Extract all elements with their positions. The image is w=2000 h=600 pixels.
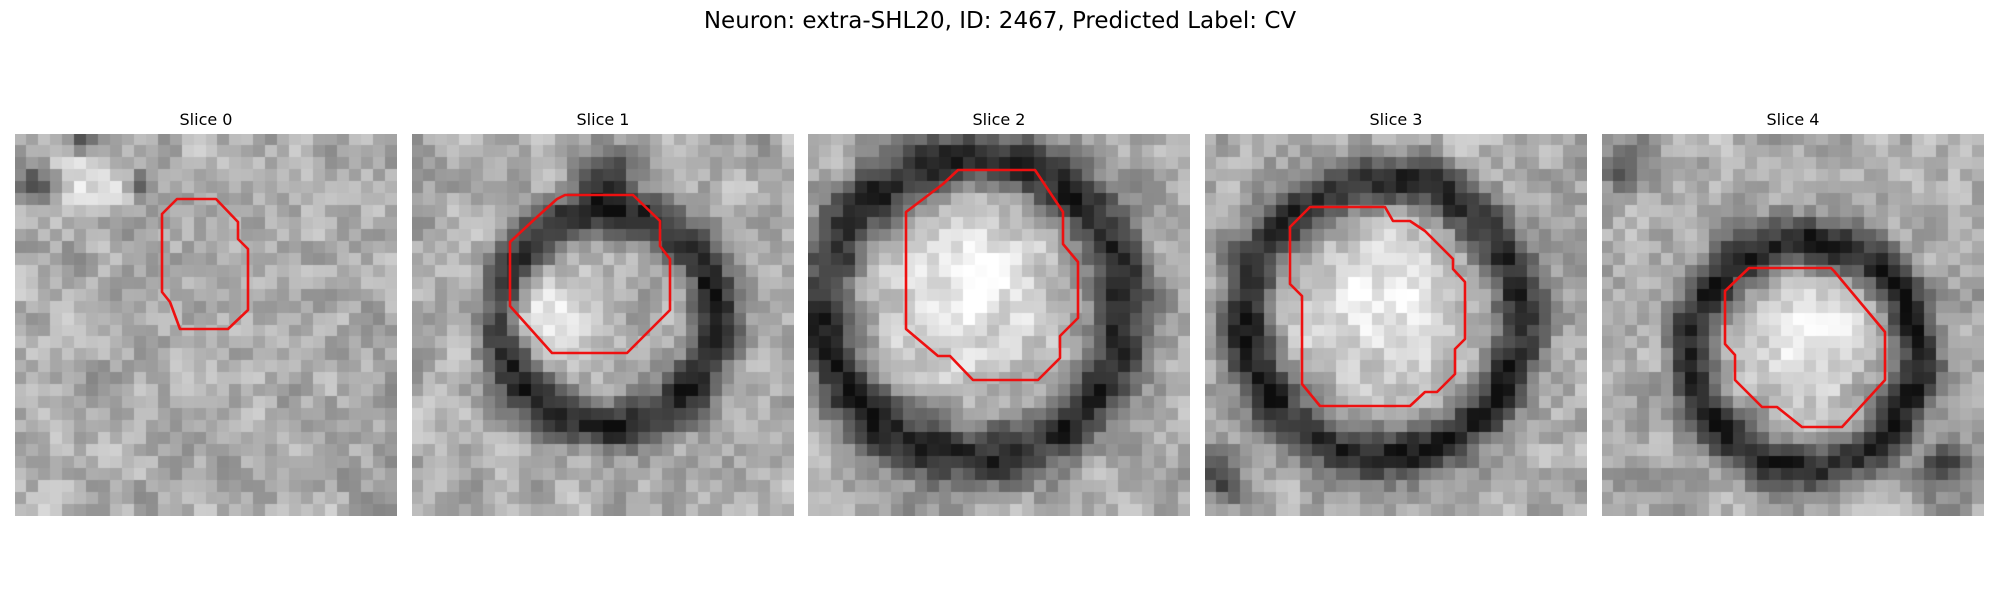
slice-panel-1: Slice 1 xyxy=(412,108,794,518)
slice-image xyxy=(808,134,1190,516)
slice-title: Slice 3 xyxy=(1369,110,1423,129)
slice-panel-4: Slice 4 xyxy=(1602,108,1984,518)
slice-image xyxy=(1602,134,1984,516)
slice-image xyxy=(15,134,397,516)
slice-panel-0: Slice 0 xyxy=(15,108,397,518)
slice-title: Slice 2 xyxy=(972,110,1026,129)
slice-title: Slice 0 xyxy=(179,110,233,129)
slice-title: Slice 1 xyxy=(576,110,630,129)
slice-panel-3: Slice 3 xyxy=(1205,108,1587,518)
figure-title: Neuron: extra-SHL20, ID: 2467, Predicted… xyxy=(703,8,1297,34)
slice-image xyxy=(412,134,794,516)
slice-image xyxy=(1205,134,1587,516)
slice-title: Slice 4 xyxy=(1766,110,1820,129)
slice-panel-2: Slice 2 xyxy=(808,108,1190,518)
